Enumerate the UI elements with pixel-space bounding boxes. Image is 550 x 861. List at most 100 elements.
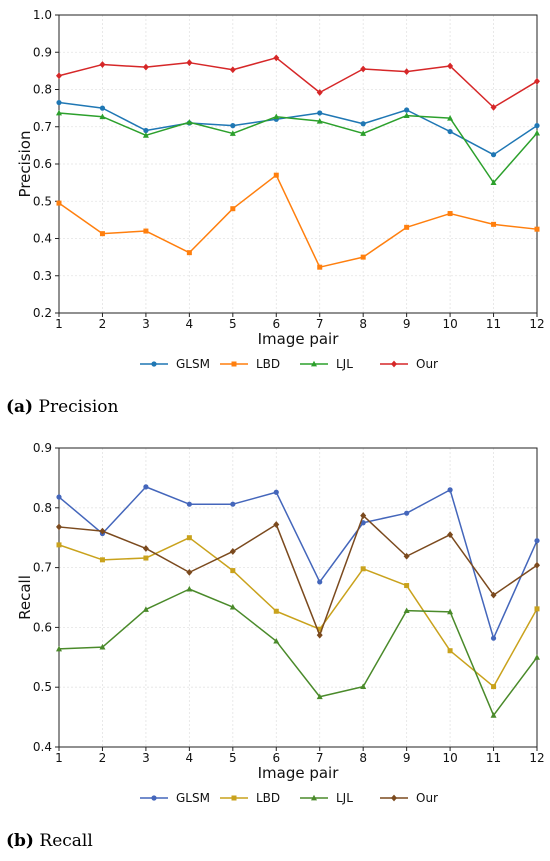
data-point-lbd bbox=[534, 606, 540, 612]
data-point-lbd bbox=[186, 250, 192, 256]
plot-frame-a bbox=[58, 14, 538, 314]
caption-a-letter: (a) bbox=[6, 397, 34, 417]
series-line-our bbox=[58, 57, 538, 109]
data-point-lbd bbox=[273, 608, 279, 614]
data-point-lbd bbox=[447, 211, 453, 217]
data-point-glsm bbox=[143, 127, 149, 134]
data-point-glsm bbox=[447, 487, 453, 493]
x-tick-label: 7 bbox=[316, 317, 324, 331]
x-tick-label: 4 bbox=[186, 751, 194, 765]
data-point-glsm bbox=[490, 152, 497, 158]
data-point-ljl bbox=[229, 603, 236, 610]
legend-label-our: Our bbox=[416, 791, 438, 805]
data-point-lbd bbox=[534, 226, 540, 232]
data-point-our bbox=[273, 521, 280, 528]
data-point-our bbox=[447, 531, 454, 539]
data-point-ljl bbox=[534, 654, 540, 660]
series-line-ljl bbox=[58, 112, 538, 184]
data-point-glsm bbox=[534, 538, 540, 544]
data-point-glsm bbox=[317, 579, 323, 585]
x-tick-label: 7 bbox=[316, 751, 324, 765]
data-point-glsm bbox=[490, 635, 497, 641]
y-tick-label: 0.9 bbox=[33, 45, 52, 59]
data-point-ljl bbox=[56, 645, 62, 652]
series-lbd bbox=[56, 172, 540, 270]
x-tick-label: 11 bbox=[486, 751, 501, 765]
data-point-our bbox=[186, 568, 193, 576]
series-line-glsm bbox=[58, 486, 538, 639]
x-tick-label: 10 bbox=[442, 317, 457, 331]
data-point-ljl bbox=[447, 608, 454, 615]
data-point-glsm bbox=[360, 121, 366, 127]
data-point-glsm bbox=[404, 107, 410, 113]
x-axis-label: Image pair bbox=[258, 330, 340, 348]
data-point-our bbox=[273, 54, 280, 62]
x-tick-label: 2 bbox=[99, 751, 107, 765]
data-point-ljl bbox=[490, 712, 497, 718]
legend-marker-glsm bbox=[151, 795, 157, 801]
data-point-lbd bbox=[491, 221, 497, 227]
data-point-our bbox=[534, 561, 540, 569]
series-line-our bbox=[58, 514, 538, 636]
x-tick-label: 5 bbox=[229, 751, 237, 765]
y-tick-label: 0.5 bbox=[33, 194, 52, 208]
data-point-our bbox=[403, 552, 410, 560]
data-point-lbd bbox=[143, 555, 149, 561]
x-tick-label: 5 bbox=[229, 317, 237, 331]
data-point-ljl bbox=[273, 113, 280, 120]
series-line-lbd bbox=[58, 536, 538, 688]
caption-b-text: Recall bbox=[33, 831, 93, 851]
legend-marker-ljl bbox=[311, 794, 317, 801]
data-point-glsm bbox=[99, 105, 106, 111]
legend-marker-lbd bbox=[231, 361, 237, 367]
data-point-lbd bbox=[360, 254, 366, 260]
legend-label-lbd: LBD bbox=[256, 357, 280, 371]
data-point-our bbox=[56, 523, 62, 531]
data-point-our bbox=[360, 512, 367, 519]
x-tick-label: 12 bbox=[529, 317, 544, 331]
data-point-lbd bbox=[404, 224, 410, 230]
y-tick-label: 0.4 bbox=[33, 232, 52, 246]
data-point-ljl bbox=[534, 129, 540, 136]
data-point-glsm bbox=[273, 489, 279, 495]
x-tick-label: 8 bbox=[359, 751, 367, 765]
caption-a-text: Precision bbox=[33, 397, 119, 417]
data-point-our bbox=[56, 72, 62, 80]
data-point-ljl bbox=[56, 109, 62, 116]
y-axis-label: Precision bbox=[16, 131, 34, 198]
x-tick-label: 6 bbox=[272, 317, 280, 331]
data-point-our bbox=[316, 631, 323, 639]
legend-marker-glsm bbox=[151, 361, 157, 367]
series-our bbox=[56, 512, 540, 639]
data-point-our bbox=[142, 63, 149, 71]
series-line-ljl bbox=[58, 588, 538, 717]
data-point-glsm bbox=[360, 520, 366, 526]
data-point-lbd bbox=[143, 228, 149, 234]
data-point-glsm bbox=[230, 123, 236, 129]
data-point-ljl bbox=[360, 130, 367, 136]
data-point-lbd bbox=[273, 172, 279, 178]
x-tick-label: 8 bbox=[359, 317, 367, 331]
series-line-glsm bbox=[58, 101, 538, 156]
data-point-glsm bbox=[534, 123, 540, 129]
x-tick-label: 12 bbox=[529, 751, 544, 765]
data-point-ljl bbox=[316, 693, 323, 700]
x-tick-label: 4 bbox=[186, 317, 194, 331]
data-point-ljl bbox=[99, 113, 106, 120]
chart-panel-a: 1 2 3 4 5 6 7 8 9 10 11 120.20.30.40.50.60.70.80.91… bbox=[16, 8, 545, 371]
data-point-ljl bbox=[447, 114, 454, 121]
data-point-lbd bbox=[404, 583, 410, 589]
y-tick-label: 0.6 bbox=[33, 157, 52, 171]
legend-label-glsm: GLSM bbox=[176, 357, 210, 371]
x-tick-label: 9 bbox=[403, 751, 411, 765]
data-point-ljl bbox=[316, 117, 323, 124]
data-point-our bbox=[534, 77, 540, 85]
y-axis-label: Recall bbox=[16, 575, 34, 620]
data-point-our bbox=[229, 66, 236, 74]
data-point-lbd bbox=[230, 568, 236, 574]
y-tick-label: 0.6 bbox=[33, 620, 52, 634]
x-tick-label: 1 bbox=[55, 751, 63, 765]
data-point-ljl bbox=[186, 585, 193, 592]
x-tick-label: 6 bbox=[272, 751, 280, 765]
